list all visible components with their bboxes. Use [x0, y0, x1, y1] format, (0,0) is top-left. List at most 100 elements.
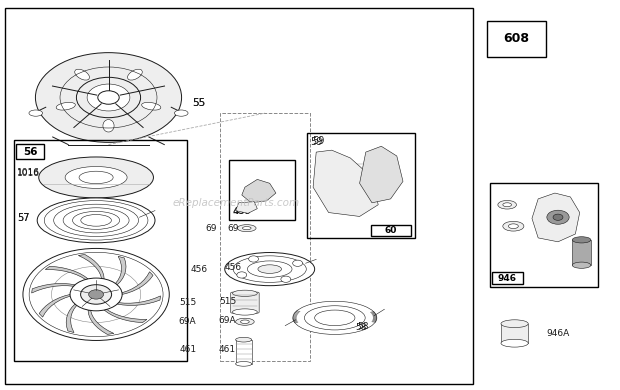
Ellipse shape — [293, 301, 377, 334]
Circle shape — [87, 84, 130, 111]
Polygon shape — [360, 146, 403, 203]
Ellipse shape — [503, 203, 512, 207]
Ellipse shape — [241, 320, 249, 324]
Bar — [220, 113, 310, 361]
Text: 58: 58 — [357, 322, 369, 331]
Text: 946A: 946A — [547, 329, 570, 338]
Text: 461: 461 — [218, 344, 236, 354]
Polygon shape — [39, 294, 70, 317]
Polygon shape — [88, 310, 114, 334]
Ellipse shape — [572, 237, 591, 243]
Polygon shape — [117, 296, 161, 305]
Text: 69: 69 — [205, 224, 217, 234]
Polygon shape — [313, 150, 378, 216]
Ellipse shape — [224, 253, 314, 285]
Circle shape — [98, 91, 119, 104]
Ellipse shape — [141, 103, 161, 110]
Text: 55: 55 — [192, 98, 205, 108]
Circle shape — [70, 278, 122, 311]
Text: 59: 59 — [312, 136, 324, 146]
Ellipse shape — [232, 309, 257, 315]
Ellipse shape — [56, 103, 76, 110]
Circle shape — [23, 248, 169, 340]
Circle shape — [293, 260, 303, 266]
Bar — [492, 272, 523, 284]
Polygon shape — [532, 193, 580, 242]
Text: 58: 58 — [355, 323, 367, 332]
Bar — [490, 183, 598, 287]
Text: 456: 456 — [190, 264, 208, 274]
Ellipse shape — [236, 362, 252, 366]
Ellipse shape — [498, 200, 516, 209]
Ellipse shape — [35, 53, 182, 142]
Ellipse shape — [508, 224, 518, 229]
Text: eReplacementParts.com: eReplacementParts.com — [172, 198, 299, 208]
Ellipse shape — [103, 119, 114, 132]
Ellipse shape — [37, 198, 155, 243]
Bar — [572, 240, 591, 265]
Ellipse shape — [38, 157, 153, 198]
Text: 515: 515 — [219, 296, 237, 306]
Text: 57: 57 — [17, 213, 30, 223]
Text: 946: 946 — [498, 273, 516, 283]
Text: 1016: 1016 — [17, 168, 40, 177]
Polygon shape — [236, 202, 257, 213]
Bar — [236, 340, 252, 364]
Bar — [371, 225, 411, 236]
Bar — [501, 324, 528, 343]
Ellipse shape — [247, 261, 292, 277]
Polygon shape — [104, 309, 147, 323]
Polygon shape — [32, 284, 75, 293]
Polygon shape — [78, 255, 104, 279]
Polygon shape — [122, 272, 153, 294]
Ellipse shape — [232, 290, 257, 296]
Text: 461: 461 — [179, 344, 197, 354]
Text: 57: 57 — [17, 213, 30, 223]
Ellipse shape — [65, 167, 127, 188]
Ellipse shape — [174, 110, 188, 116]
Ellipse shape — [236, 337, 252, 342]
Text: 69: 69 — [227, 224, 239, 234]
Ellipse shape — [237, 225, 256, 232]
Text: 55: 55 — [192, 98, 205, 108]
Bar — [487, 21, 546, 57]
Circle shape — [237, 272, 247, 278]
Ellipse shape — [242, 227, 251, 230]
Polygon shape — [66, 304, 77, 333]
Ellipse shape — [572, 262, 591, 268]
Ellipse shape — [79, 171, 113, 184]
Ellipse shape — [29, 110, 43, 116]
Text: 515: 515 — [179, 298, 197, 307]
Bar — [14, 140, 187, 361]
Text: 69A: 69A — [178, 317, 195, 326]
Ellipse shape — [501, 320, 528, 328]
Circle shape — [553, 214, 563, 220]
Polygon shape — [242, 179, 276, 203]
Text: 60: 60 — [385, 226, 397, 235]
Text: 69A: 69A — [218, 316, 236, 325]
Ellipse shape — [258, 265, 281, 273]
Text: 456: 456 — [224, 262, 242, 272]
Ellipse shape — [503, 221, 524, 231]
Ellipse shape — [75, 69, 89, 80]
Circle shape — [76, 77, 141, 118]
Bar — [5, 8, 473, 384]
Bar — [307, 133, 415, 238]
Circle shape — [547, 210, 569, 224]
Ellipse shape — [501, 339, 528, 347]
Polygon shape — [115, 256, 126, 285]
Text: 459: 459 — [232, 207, 252, 216]
Bar — [16, 144, 44, 159]
Circle shape — [89, 290, 104, 299]
Text: 59: 59 — [310, 137, 322, 147]
Circle shape — [249, 256, 259, 262]
Ellipse shape — [236, 318, 254, 325]
Circle shape — [81, 285, 112, 304]
Polygon shape — [45, 266, 88, 280]
Text: 608: 608 — [503, 32, 529, 46]
Text: 1016: 1016 — [17, 169, 40, 178]
Text: 56: 56 — [23, 147, 37, 157]
FancyBboxPatch shape — [231, 292, 259, 313]
Bar — [229, 160, 294, 220]
Ellipse shape — [128, 69, 142, 80]
